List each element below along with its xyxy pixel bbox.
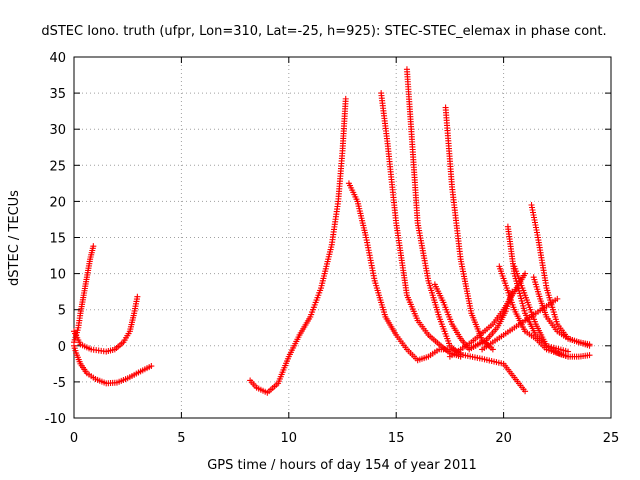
x-tick-label: 20 <box>495 431 512 446</box>
series-arc-16 <box>530 274 593 348</box>
data-point <box>554 295 561 302</box>
data-point <box>148 363 155 370</box>
series-arc-6 <box>378 90 464 360</box>
y-tick-label: -10 <box>45 412 66 427</box>
data-point <box>522 388 529 395</box>
y-tick-label: 25 <box>49 159 66 174</box>
series-arc-17 <box>479 295 561 353</box>
data-point <box>586 352 593 359</box>
y-tick-label: 35 <box>49 87 66 102</box>
x-tick-label: 15 <box>388 431 405 446</box>
x-tick-label: 10 <box>281 431 298 446</box>
series-arc-7 <box>403 66 529 395</box>
y-tick-label: 20 <box>49 195 66 210</box>
series-arc-3 <box>71 342 155 387</box>
data-point <box>489 346 496 353</box>
data-point <box>134 293 141 300</box>
data-point <box>509 288 516 295</box>
series-arc-1 <box>71 243 97 346</box>
data-point <box>565 348 572 355</box>
data-point <box>522 270 529 277</box>
y-tick-labels: -10 -5 0 5 10 15 20 25 30 35 40 <box>45 51 66 427</box>
y-tick-label: 30 <box>49 123 66 138</box>
chart-title: dSTEC Iono. truth (ufpr, Lon=310, Lat=-2… <box>41 24 606 39</box>
x-tick-labels: 0 5 10 15 20 25 <box>70 431 619 446</box>
series-arc-2 <box>71 293 141 355</box>
y-tick-label: 40 <box>49 51 66 66</box>
y-tick-label: -5 <box>53 376 66 391</box>
x-tick-label: 25 <box>603 431 620 446</box>
x-axis-label: GPS time / hours of day 154 of year 2011 <box>207 458 477 473</box>
y-tick-label: 15 <box>49 232 66 247</box>
y-tick-label: 10 <box>49 268 66 283</box>
y-tick-label: 0 <box>58 340 66 355</box>
series-arc-8 <box>442 104 496 353</box>
data-point <box>342 95 349 102</box>
series-arc-15 <box>468 288 516 351</box>
x-tick-label: 0 <box>70 431 78 446</box>
data-point <box>90 243 97 250</box>
data-point <box>586 341 593 348</box>
x-tick-label: 5 <box>177 431 185 446</box>
data-points <box>71 66 593 396</box>
y-tick-label: 5 <box>58 304 66 319</box>
series-arc-4 <box>247 95 349 396</box>
series-arc-5 <box>345 180 464 364</box>
y-axis-label: dSTEC / TECUs <box>7 190 22 286</box>
